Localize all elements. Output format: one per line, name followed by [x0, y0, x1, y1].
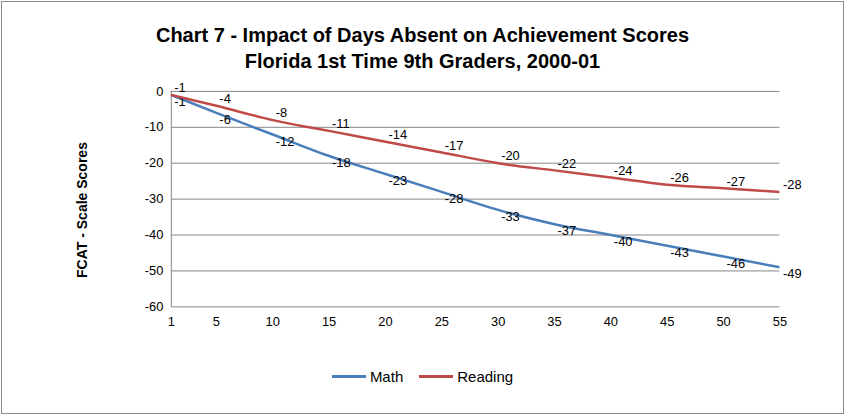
svg-text:10: 10 — [266, 314, 280, 329]
svg-text:-46: -46 — [727, 256, 746, 271]
svg-text:-4: -4 — [219, 91, 230, 106]
svg-text:55: 55 — [773, 314, 787, 329]
svg-text:-40: -40 — [614, 234, 633, 249]
svg-text:35: 35 — [547, 314, 561, 329]
svg-text:1: 1 — [168, 314, 175, 329]
svg-text:-1: -1 — [174, 94, 186, 110]
svg-text:-20: -20 — [145, 155, 164, 170]
svg-text:50: 50 — [716, 314, 730, 329]
svg-text:-33: -33 — [501, 209, 520, 224]
html-text:Florida 1st Time 9th Graders,: Florida 1st Time 9th Graders, 2000-01 — [244, 50, 601, 72]
svg-text:-17: -17 — [445, 138, 464, 153]
svg-text:-28: -28 — [445, 191, 464, 206]
html-text:Chart 7 - Impact of Days Absen: Chart 7 - Impact of Days Absent on Achie… — [155, 24, 689, 46]
svg-text:-24: -24 — [614, 163, 633, 178]
svg-text:45: 45 — [660, 314, 674, 329]
svg-text:-37: -37 — [557, 223, 576, 238]
svg-text:-14: -14 — [388, 127, 407, 142]
svg-text:20: 20 — [378, 314, 392, 329]
svg-text:-12: -12 — [276, 134, 295, 149]
svg-text:-11: -11 — [332, 116, 350, 131]
svg-text:40: 40 — [604, 314, 618, 329]
svg-text:-26: -26 — [670, 170, 689, 185]
svg-text:-40: -40 — [145, 227, 164, 242]
svg-text:-1: -1 — [174, 80, 185, 95]
html-text:Math: Math — [369, 368, 404, 385]
svg-text:15: 15 — [322, 314, 336, 329]
svg-text:-43: -43 — [670, 245, 689, 260]
svg-text:-10: -10 — [145, 119, 164, 134]
svg-text:0: 0 — [156, 84, 163, 99]
svg-text:30: 30 — [491, 314, 505, 329]
svg-text:-50: -50 — [145, 263, 164, 278]
svg-text:-27: -27 — [727, 174, 746, 189]
svg-text:-6: -6 — [219, 112, 230, 127]
svg-text:-28: -28 — [783, 177, 802, 192]
svg-text:-30: -30 — [145, 191, 164, 206]
svg-text:-18: -18 — [332, 155, 351, 170]
svg-text:-22: -22 — [557, 156, 576, 171]
svg-text:-20: -20 — [501, 148, 520, 163]
svg-text:-60: -60 — [145, 299, 164, 314]
html-text:FCAT - Scale Scores: FCAT - Scale Scores — [74, 142, 90, 278]
svg-text:25: 25 — [435, 314, 449, 329]
svg-text:-23: -23 — [388, 173, 407, 188]
html-text:Reading: Reading — [457, 368, 514, 385]
svg-text:-8: -8 — [276, 105, 287, 120]
svg-text:5: 5 — [213, 314, 220, 329]
svg-text:-49: -49 — [783, 266, 802, 281]
